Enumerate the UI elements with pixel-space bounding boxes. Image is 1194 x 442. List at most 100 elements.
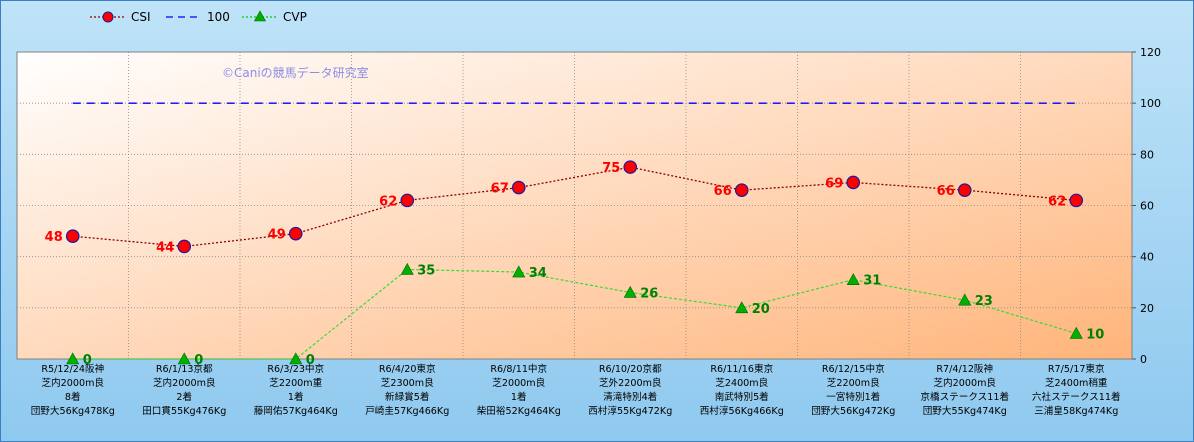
x-tick-label: 柴田裕52Kg464Kg xyxy=(477,405,561,417)
csi-point xyxy=(623,160,638,174)
cvp-data-label: 23 xyxy=(975,294,993,309)
x-tick-label: R7/4/12阪神 xyxy=(936,363,993,375)
csi-data-label: 62 xyxy=(379,194,397,209)
x-tick-label: 団野大55Kg474Kg xyxy=(923,405,1007,417)
x-tick-label: 8着 xyxy=(65,391,81,403)
series-csi-line xyxy=(72,166,1077,248)
x-tick-label: 清滝特別4着 xyxy=(603,391,657,403)
x-tick-label: R6/4/20東京 xyxy=(379,363,436,375)
cvp-data-label: 34 xyxy=(529,266,547,281)
cvp-data-label: 20 xyxy=(752,302,770,317)
x-tick-label: 2着 xyxy=(176,391,192,403)
x-tick-label: R6/11/16東京 xyxy=(710,363,773,375)
csi-data-label: 44 xyxy=(156,240,174,255)
x-tick-label: R6/1/13京都 xyxy=(156,363,213,375)
watermark: ©Caniの競馬データ研究室 xyxy=(222,65,369,80)
x-tick-label: 団野大56Kg472Kg xyxy=(811,405,895,417)
csi-point xyxy=(400,193,415,208)
legend-label-cvp: CVP xyxy=(283,10,307,24)
y-tick-label: 60 xyxy=(1140,200,1154,213)
y-tick-label: 120 xyxy=(1140,46,1161,59)
csi-data-label: 49 xyxy=(268,228,286,243)
x-tick-label: 六社ステークス11着 xyxy=(1032,391,1121,403)
x-tick-label: 三浦皇58Kg474Kg xyxy=(1034,405,1118,417)
x-tick-label: 芝2200m良 xyxy=(827,377,880,389)
x-tick-label: 南武特別5着 xyxy=(715,391,769,403)
x-tick-label: 芝2000m良 xyxy=(492,377,545,389)
cvp-point xyxy=(66,352,80,365)
csi-data-label: 67 xyxy=(491,182,509,197)
cvp-point xyxy=(289,352,303,365)
x-tick-label: 1着 xyxy=(288,391,304,403)
x-tick-label: 団野大56Kg478Kg xyxy=(31,405,115,417)
x-tick-label: R6/3/23中京 xyxy=(267,363,324,375)
y-tick-label: 40 xyxy=(1140,251,1154,264)
series-layer xyxy=(65,102,1084,365)
legend-item-100: 100 xyxy=(166,10,230,24)
cvp-data-label: 10 xyxy=(1086,327,1104,342)
cvp-point xyxy=(400,262,414,275)
x-tick-label: 新緑賞5着 xyxy=(385,391,429,403)
cvp-point xyxy=(1069,326,1083,339)
csi-data-label: 75 xyxy=(602,161,620,176)
x-tick-label: 一宮特別1着 xyxy=(826,391,880,403)
cvp-point xyxy=(512,265,526,278)
x-tick-label: R6/8/11中京 xyxy=(490,363,547,375)
csi-data-label: 66 xyxy=(937,184,955,199)
x-tick-label: 芝2400m良 xyxy=(715,377,768,389)
y-tick-label: 100 xyxy=(1140,97,1161,110)
x-tick-label: 芝2300m良 xyxy=(381,377,434,389)
series-cvp-line xyxy=(72,268,1077,360)
x-tick-label: 芝内2000m良 xyxy=(933,377,996,389)
x-tick-label: 1着 xyxy=(511,391,527,403)
x-tick-label: 芝2400m稍重 xyxy=(1045,377,1108,389)
cvp-data-label: 31 xyxy=(863,274,881,289)
x-tick-label: 芝内2000m良 xyxy=(153,377,216,389)
x-tick-label: 藤岡佑57Kg464Kg xyxy=(254,405,338,417)
cvp-point xyxy=(735,301,749,314)
y-tick-label: 20 xyxy=(1140,302,1154,315)
csi-data-label: 66 xyxy=(714,184,732,199)
csi-point xyxy=(65,229,80,243)
x-tick-label: 京橋ステークス11着 xyxy=(920,391,1009,403)
x-tick-label: R5/12/24阪神 xyxy=(41,363,104,375)
y-tick-label: 0 xyxy=(1140,353,1147,366)
x-tick-label: R6/10/20京都 xyxy=(599,363,662,375)
cvp-point xyxy=(846,273,860,285)
legend-item-csi: CSI xyxy=(90,10,151,24)
csi-data-label: 48 xyxy=(45,230,63,245)
csi-data-label: 69 xyxy=(825,176,843,191)
x-tick-label: 田口貫55Kg476Kg xyxy=(142,406,226,417)
data-labels: 0 0 0 35 34 26 20 31 23 10 48 44 49 62 67 75 66 69 66 62 xyxy=(45,161,1105,368)
csi-data-label: 62 xyxy=(1048,194,1066,209)
csi-point xyxy=(957,183,972,197)
x-tick-label: 芝内2000m良 xyxy=(41,377,104,389)
x-tick-label: R7/5/17東京 xyxy=(1048,363,1105,375)
x-tick-label: 西村淳55Kg472Kg xyxy=(588,405,672,417)
csi-point xyxy=(1069,193,1084,208)
x-tick-label: R6/12/15中京 xyxy=(822,363,885,375)
cvp-point xyxy=(958,293,972,306)
y-tick-label: 80 xyxy=(1140,148,1154,161)
cvp-data-label: 0 xyxy=(306,353,315,368)
x-tick-label: 芝外2200m良 xyxy=(599,377,662,389)
cvp-data-label: 0 xyxy=(194,353,203,368)
y-axis: 0 20 40 60 80 100 120 xyxy=(1132,46,1161,366)
csi-point xyxy=(846,175,861,190)
legend: CSI 100 CVP xyxy=(90,10,307,24)
csi-point xyxy=(177,239,192,254)
x-tick-label: 戸崎圭57Kg466Kg xyxy=(365,405,449,417)
legend-label-csi: CSI xyxy=(131,10,151,24)
x-tick-label: 西村淳56Kg466Kg xyxy=(700,405,784,417)
csi-point xyxy=(511,180,526,195)
csi-point xyxy=(288,226,303,241)
cvp-point xyxy=(177,352,191,365)
cvp-data-label: 26 xyxy=(640,286,658,301)
csi-point xyxy=(734,183,749,197)
x-tick-label: 芝2200m重 xyxy=(269,377,322,389)
gridlines xyxy=(17,52,1132,359)
legend-item-cvp: CVP xyxy=(242,10,307,24)
legend-label-100: 100 xyxy=(207,10,230,24)
